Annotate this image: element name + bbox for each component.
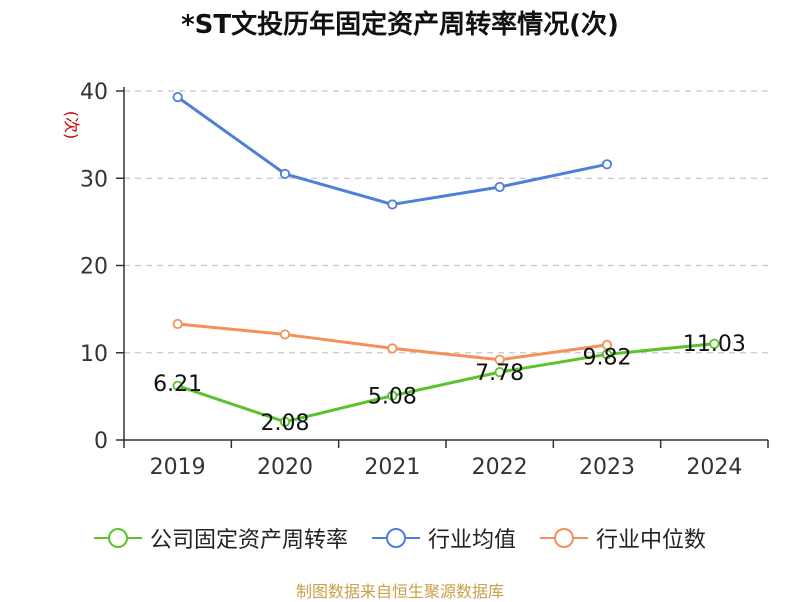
data-label: 6.21 xyxy=(153,372,202,397)
legend-swatch-company xyxy=(93,528,142,548)
data-label: 9.82 xyxy=(583,345,632,370)
data-point xyxy=(387,390,398,401)
data-point xyxy=(387,199,398,210)
data-point xyxy=(601,349,613,360)
y-tick-label: 30 xyxy=(80,167,108,192)
legend-swatch-industry-median xyxy=(540,528,588,548)
series-line-1 xyxy=(176,95,608,206)
data-label: 5.08 xyxy=(368,385,417,410)
data-point xyxy=(279,329,291,340)
data-point xyxy=(279,168,291,179)
data-point xyxy=(279,416,291,427)
data-point xyxy=(172,380,183,391)
x-tick-label: 2019 xyxy=(150,455,206,480)
data-point xyxy=(494,354,505,365)
y-tick-label: 40 xyxy=(80,80,108,105)
x-tick-label: 2023 xyxy=(579,455,635,480)
legend-label-company: 公司固定资产周转率 xyxy=(149,528,348,553)
data-point xyxy=(494,181,505,193)
data-point xyxy=(172,92,183,103)
data-label: 2.08 xyxy=(261,411,310,436)
data-point xyxy=(494,367,505,378)
legend-item-company[interactable]: 公司固定资产周转率 xyxy=(93,522,348,554)
legend-item-industry-mean[interactable]: 行业均值 xyxy=(371,522,516,554)
series-line-2 xyxy=(177,322,608,362)
line-chart: 0 10 20 30 40 (次) 2019 2020 2021 2022 2023 2024 6.21… xyxy=(62,80,769,480)
legend-label-industry-mean: 行业均值 xyxy=(427,528,516,553)
x-tick-label: 2021 xyxy=(364,455,420,480)
y-axis-label: (次) xyxy=(62,111,81,140)
legend-label-industry-median: 行业中位数 xyxy=(596,528,707,553)
data-label: 7.78 xyxy=(475,361,524,386)
x-tick-label: 2020 xyxy=(257,455,313,480)
legend-item-industry-median[interactable]: 行业中位数 xyxy=(540,522,706,554)
data-point xyxy=(172,318,183,330)
data-label: 11.03 xyxy=(683,332,746,357)
x-tick-label: 2024 xyxy=(686,455,742,480)
y-tick-label: 10 xyxy=(80,342,108,367)
data-source-note: 制图数据来自恒生聚源数据库 xyxy=(295,582,504,601)
chart-title: *ST文投历年固定资产周转率情况(次) xyxy=(181,10,619,40)
y-tick-label: 0 xyxy=(94,429,108,454)
x-tick-label: 2022 xyxy=(472,455,528,480)
data-point xyxy=(601,159,613,170)
legend-swatch-industry-mean xyxy=(371,528,420,548)
data-point xyxy=(601,339,613,350)
chart-legend: 公司固定资产周转率 行业均值 行业中位数 xyxy=(0,520,800,556)
y-tick-label: 20 xyxy=(80,255,108,280)
series-line-0 xyxy=(177,342,715,424)
data-point xyxy=(709,338,720,349)
data-point xyxy=(387,343,398,354)
